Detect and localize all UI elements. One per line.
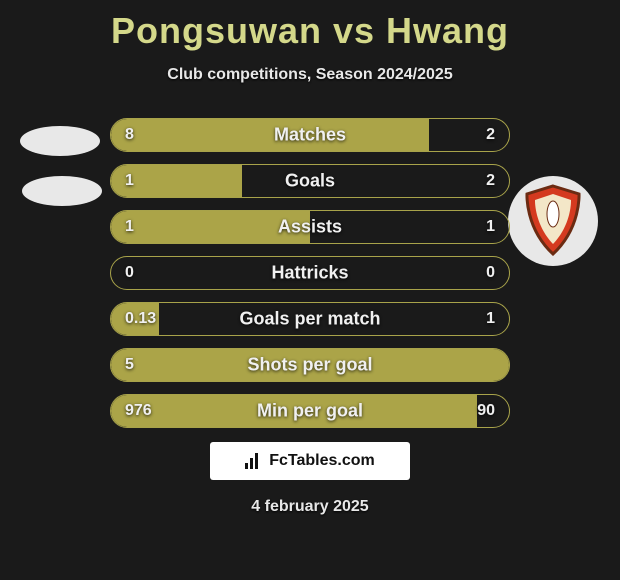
- stat-value-right: 0: [486, 264, 495, 282]
- stat-value-right: 1: [486, 310, 495, 328]
- stat-row: 8Matches2: [110, 118, 510, 152]
- shield-emblem: [547, 201, 559, 227]
- bars-icon: [245, 453, 263, 469]
- stat-value-right: 2: [486, 172, 495, 190]
- stat-value-right: 90: [477, 402, 495, 420]
- stat-row: 0Hattricks0: [110, 256, 510, 290]
- stat-row: 5Shots per goal: [110, 348, 510, 382]
- player2-club-badge: [508, 176, 598, 266]
- stat-value-right: 1: [486, 218, 495, 236]
- stat-row: 1Goals2: [110, 164, 510, 198]
- stat-label: Hattricks: [111, 263, 509, 284]
- stat-value-right: 2: [486, 126, 495, 144]
- stat-label: Shots per goal: [111, 355, 509, 376]
- comparison-chart: 8Matches21Goals21Assists10Hattricks00.13…: [110, 118, 510, 440]
- page-title: Pongsuwan vs Hwang: [0, 0, 620, 52]
- stat-label: Assists: [111, 217, 509, 238]
- stat-row: 0.13Goals per match1: [110, 302, 510, 336]
- stat-label: Matches: [111, 125, 509, 146]
- stat-row: 976Min per goal90: [110, 394, 510, 428]
- footer-date: 4 february 2025: [0, 498, 620, 516]
- brand-box: FcTables.com: [210, 442, 410, 480]
- player1-avatar: [20, 126, 100, 156]
- shield-icon: [521, 184, 585, 258]
- stat-label: Goals per match: [111, 309, 509, 330]
- player1-club-avatar: [22, 176, 102, 206]
- stat-label: Min per goal: [111, 401, 509, 422]
- stat-label: Goals: [111, 171, 509, 192]
- page-subtitle: Club competitions, Season 2024/2025: [0, 66, 620, 84]
- brand-label: FcTables.com: [269, 452, 375, 470]
- stat-row: 1Assists1: [110, 210, 510, 244]
